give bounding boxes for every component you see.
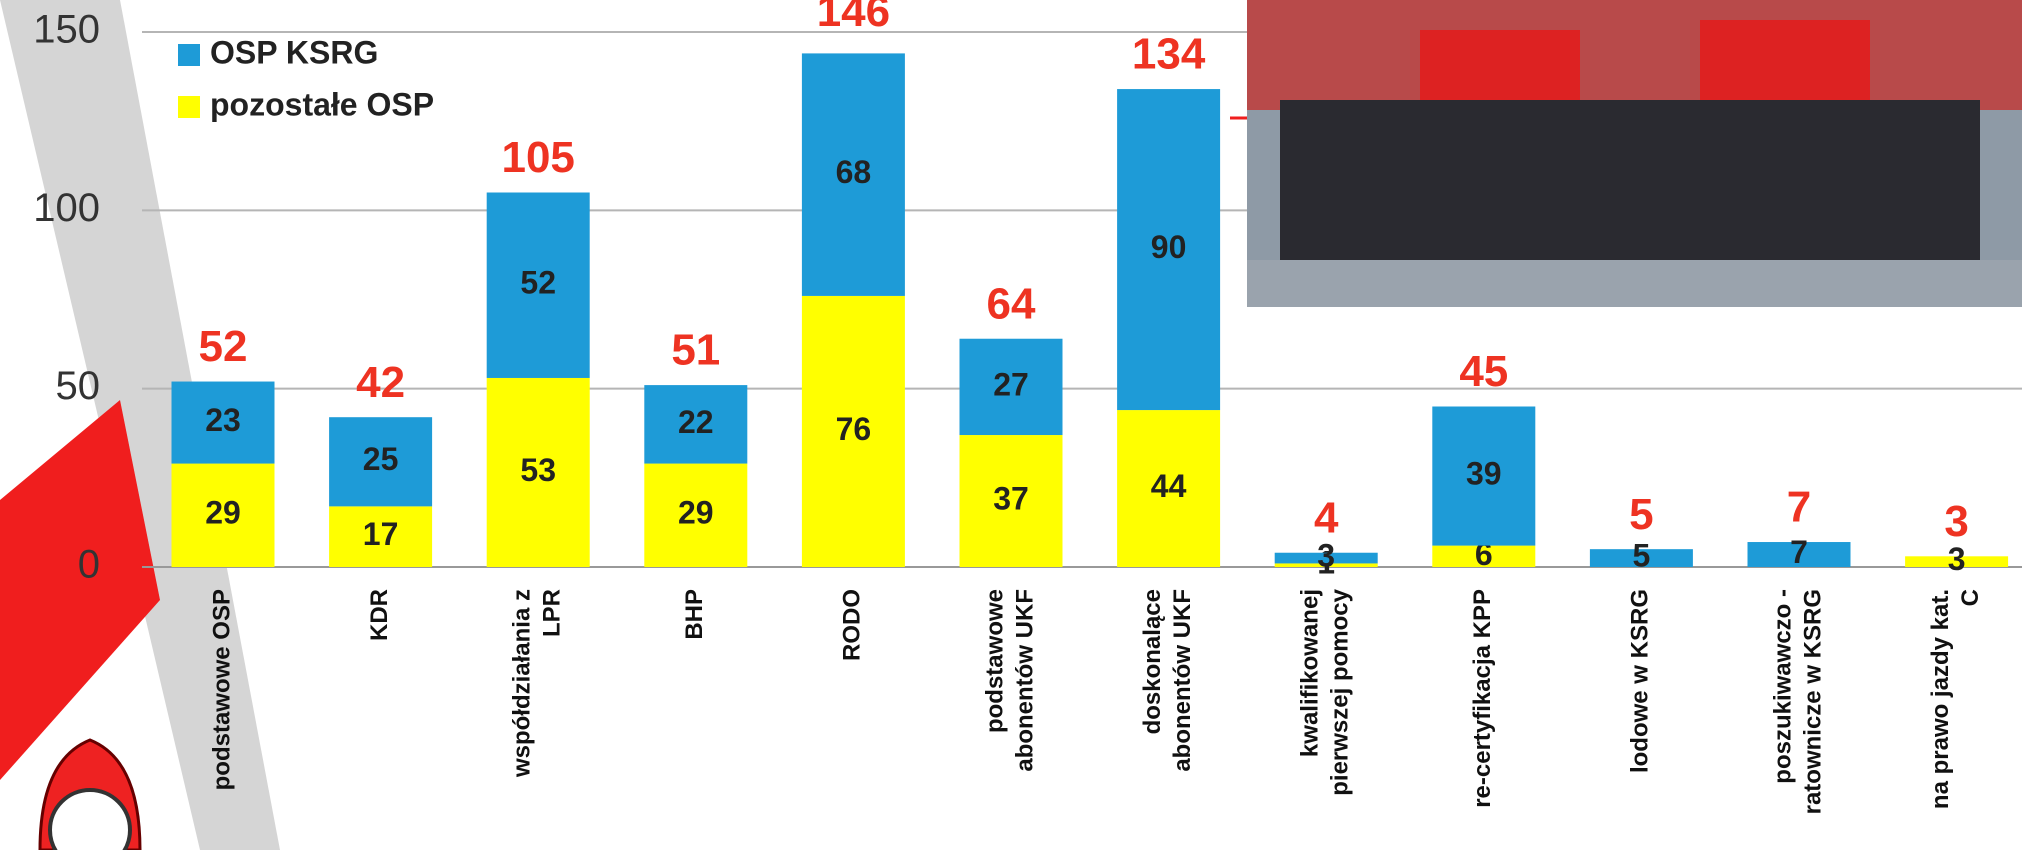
y-tick-label: 100: [33, 186, 100, 230]
bar-segment: [329, 506, 433, 567]
bar-segment: [801, 295, 905, 567]
value-label: 25: [363, 441, 399, 477]
bar-segment: [1432, 406, 1536, 546]
x-tick-label: podstawowe: [981, 589, 1008, 733]
x-tick-label: abonentów UKF: [1011, 589, 1038, 772]
legend-swatch: [178, 44, 200, 66]
value-label: 52: [520, 265, 556, 301]
x-tick-label: podstawowe OSP: [208, 589, 235, 790]
bar-segment: [644, 385, 748, 464]
value-label: 3: [1317, 538, 1335, 574]
bar-segment: [1274, 552, 1378, 564]
legend-swatch: [178, 96, 200, 118]
total-label: 51: [671, 326, 720, 375]
x-tick-label: KDR: [366, 589, 393, 641]
total-label: 45: [1459, 347, 1508, 396]
legend-label: OSP KSRG: [210, 34, 378, 70]
legend-label: pozostałe OSP: [210, 86, 434, 122]
value-label: 90: [1151, 229, 1187, 265]
value-label: 23: [205, 402, 241, 438]
value-label: 29: [678, 495, 714, 531]
decor-stripe: [0, 0, 280, 850]
value-label: 44: [1151, 468, 1187, 504]
x-tick-label: ratownicze w KSRG: [1799, 589, 1826, 814]
total-label: 3: [1944, 497, 1968, 546]
value-label: 22: [678, 404, 714, 440]
x-tick-label: na prawo jazdy kat.: [1927, 589, 1954, 809]
y-tick-label: 150: [33, 8, 100, 52]
x-tick-label: RODO: [839, 589, 866, 661]
x-tick-label: re-certyfikacja KPP: [1469, 589, 1496, 808]
x-tick-label: pierwszej pomocy: [1327, 588, 1354, 795]
bar-segment: [171, 381, 275, 464]
bar-segment: [171, 463, 275, 567]
value-label: 53: [520, 452, 556, 488]
x-tick-label: kwalifikowanej: [1297, 589, 1324, 757]
photo: [1247, 0, 2022, 307]
bar-segment: [1117, 410, 1221, 567]
bar-segment: [801, 53, 905, 296]
total-label: 42: [356, 358, 405, 407]
bar-segment: [644, 463, 748, 567]
x-tick-label: lodowe w KSRG: [1627, 589, 1654, 773]
x-tick-label: poszukiwawczo -: [1769, 589, 1796, 784]
value-label: 76: [836, 411, 872, 447]
bar-segment: [486, 377, 590, 567]
total-label: 52: [199, 322, 248, 371]
x-tick-label: BHP: [681, 589, 708, 640]
value-label: 17: [363, 516, 399, 552]
bar-segment: [1905, 556, 2009, 567]
value-label: 29: [205, 495, 241, 531]
value-label: 68: [836, 154, 872, 190]
bar-segment: [1747, 542, 1851, 567]
value-label: 37: [993, 480, 1029, 516]
y-tick-label: 0: [78, 543, 100, 587]
value-label: 27: [993, 366, 1029, 402]
bar-segment: [1274, 563, 1378, 567]
bar-segment: [959, 435, 1063, 567]
decor-red: [0, 400, 160, 780]
x-tick-label: doskonalące: [1139, 589, 1166, 734]
value-label: 7: [1790, 534, 1808, 570]
bar-segment: [1117, 89, 1221, 411]
value-label: 39: [1466, 456, 1502, 492]
bar-segment: [1432, 545, 1536, 567]
logo: [38, 738, 142, 850]
total-label: 4: [1314, 493, 1339, 542]
value-label: 5: [1633, 538, 1651, 574]
total-label: 105: [501, 133, 574, 182]
x-tick-label: LPR: [539, 589, 566, 637]
bar-segment: [1589, 549, 1693, 567]
y-tick-label: 50: [56, 364, 101, 408]
total-label: 146: [817, 0, 890, 36]
bar-segment: [959, 338, 1063, 436]
x-tick-label: C: [1957, 589, 1984, 606]
total-label: 64: [987, 279, 1036, 328]
x-tick-label: współdziałania z: [509, 589, 536, 778]
x-tick-label: abonentów UKF: [1169, 589, 1196, 772]
bar-segment: [486, 192, 590, 378]
total-label: 134: [1132, 30, 1206, 79]
bar-segment: [329, 417, 433, 507]
value-label: 3: [1948, 541, 1966, 577]
total-label: 7: [1787, 483, 1811, 532]
total-label: 5: [1629, 490, 1653, 539]
